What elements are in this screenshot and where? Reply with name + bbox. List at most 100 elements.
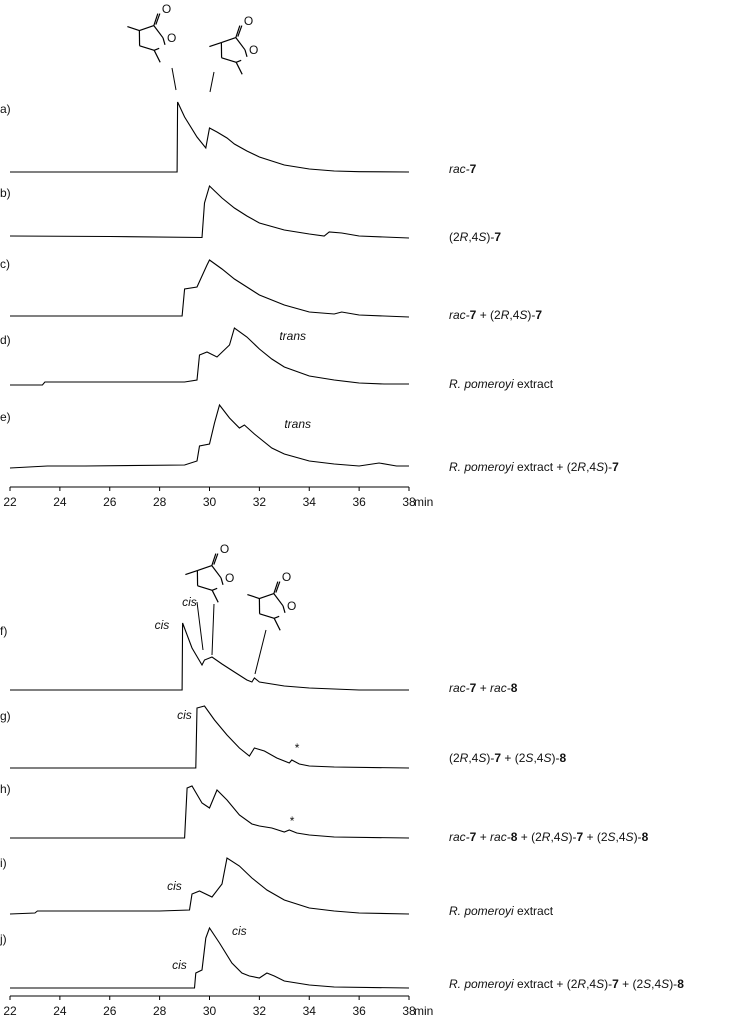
trace-name-part: )- (669, 977, 677, 991)
bond (139, 25, 155, 32)
trace-name: R. pomeroyi extract (449, 377, 554, 391)
leader-line (209, 71, 215, 93)
x-tick-label: 38 (402, 1004, 416, 1018)
atom-label: O (225, 571, 234, 585)
trace-name-part: ,4 (586, 977, 596, 991)
peak-annotation: cis (167, 879, 182, 893)
trace-name-part: 8 (511, 681, 518, 695)
trace-name-part: R (577, 460, 586, 474)
trace-name-part: S (519, 308, 527, 322)
trace (9, 857, 410, 915)
bond (162, 37, 166, 45)
trace-name-part: S (525, 751, 533, 765)
peak-annotation: cis (155, 618, 170, 632)
trace-name-part: )- (604, 460, 612, 474)
trace-label: h) (0, 782, 11, 796)
trace-name-part: ,4 (616, 830, 626, 844)
trace-name-part: + (2 (583, 830, 608, 844)
bond (235, 37, 246, 51)
trace-name: (2R,4S)-7 + (2S,4S)-8 (449, 751, 566, 765)
trace-name-part: R (460, 751, 469, 765)
atom-label: O (282, 570, 291, 584)
trace-name-part: ,4 (468, 751, 478, 765)
trace-name-part: 7 (576, 830, 583, 844)
trace (10, 705, 410, 769)
leader-line (254, 629, 267, 675)
peak-annotation: cis (182, 595, 197, 609)
atom-label: O (162, 2, 171, 16)
trace-name-part: 7 (494, 751, 501, 765)
bond (209, 41, 222, 48)
bond (282, 605, 286, 613)
trace-label: c) (0, 257, 10, 271)
trace-name-part: )- (568, 830, 576, 844)
bond (235, 62, 243, 75)
trace-name-part: 7 (494, 230, 501, 244)
trace-name: rac-7 + rac-8 (449, 681, 518, 695)
trace-name-part: + (476, 830, 490, 844)
structure: OO (247, 570, 296, 631)
x-tick-label: 32 (253, 495, 267, 509)
trace-name-part: rac- (449, 830, 470, 844)
trace-name-part: + (2 (476, 308, 501, 322)
bond (237, 25, 243, 37)
structure: OO (127, 2, 176, 63)
trace-name-part: R (542, 830, 551, 844)
bond (153, 47, 160, 51)
x-tick-label: 26 (103, 495, 117, 509)
bond (211, 590, 219, 603)
trace-name-part: 7 (470, 308, 477, 322)
x-tick-label: 36 (352, 1004, 366, 1018)
trace-name-part: R. pomeroyi (449, 377, 514, 391)
x-tick-label: 28 (153, 495, 167, 509)
trace-label: j) (0, 932, 7, 946)
trace-name-part: extract + (2 (514, 977, 578, 991)
bond (211, 553, 217, 566)
peak-annotation: * (289, 814, 294, 828)
trace (10, 101, 410, 173)
trace-name-part: ,4 (586, 460, 596, 474)
trace-label: b) (0, 186, 11, 200)
bond (273, 581, 279, 594)
trace-label: d) (0, 333, 11, 347)
trace-name-part: rac- (490, 830, 511, 844)
trace-name-part: R. pomeroyi (449, 904, 514, 918)
leader-line (171, 67, 177, 91)
x-tick-label: 28 (153, 1004, 167, 1018)
trace-label: f) (0, 624, 7, 638)
trace-name: R. pomeroyi extract + (2R,4S)-7 + (2S,4S… (449, 977, 684, 991)
bond (127, 25, 140, 32)
peak-annotation: cis (232, 924, 247, 938)
trace-name-part: + (2 (517, 830, 542, 844)
trace (10, 622, 409, 691)
atom-label: O (287, 599, 296, 613)
trace-label: g) (0, 709, 11, 723)
x-tick-label: 24 (53, 495, 67, 509)
trace-name-part: 8 (559, 751, 566, 765)
trace-name-part: )- (551, 751, 559, 765)
x-tick-label: 38 (402, 495, 416, 509)
bond (244, 49, 248, 57)
peak-annotation: cis (172, 958, 187, 972)
trace-name-part: S (596, 460, 604, 474)
trace-name-part: )- (486, 230, 494, 244)
bond (213, 553, 219, 565)
trace-name: R. pomeroyi extract (449, 904, 554, 918)
x-axis-label: min (414, 1004, 433, 1018)
trace (10, 259, 410, 318)
structure: OO (209, 14, 258, 75)
bond (259, 613, 275, 619)
trace (10, 926, 410, 989)
trace-name: R. pomeroyi extract + (2R,4S)-7 (449, 460, 619, 474)
trace-name-part: ,4 (550, 830, 560, 844)
bond (197, 585, 213, 591)
trace-name-part: 8 (677, 977, 684, 991)
trace-name-part: ,4 (468, 230, 478, 244)
trace-name-part: + (476, 681, 490, 695)
x-tick-label: 22 (3, 495, 17, 509)
bond (247, 593, 260, 600)
bond (153, 25, 164, 39)
trace-name-part: ,4 (533, 751, 543, 765)
trace-name-part: R. pomeroyi (449, 977, 514, 991)
